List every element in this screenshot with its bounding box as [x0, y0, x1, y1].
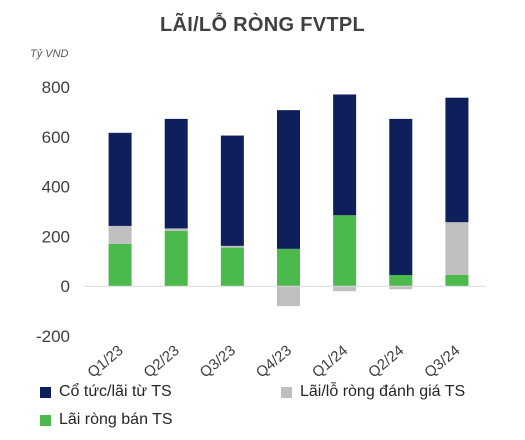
bar-segment	[164, 230, 188, 287]
bar-segment	[333, 94, 357, 216]
bar-segment	[108, 132, 132, 226]
bar-segment	[220, 245, 244, 248]
bar-segment	[445, 97, 469, 223]
legend-label-revaluation: Lãi/lỗ ròng đánh giá TS	[300, 383, 466, 400]
bar-segment	[220, 135, 244, 246]
legend-item-dividends: Cổ tức/lãi từ TS	[40, 383, 172, 401]
bar-segment	[445, 222, 469, 275]
x-tick-label: Q3/24	[421, 342, 463, 380]
bar-segment	[108, 225, 132, 244]
y-tick-label: 0	[61, 277, 70, 296]
bar-segment	[389, 274, 413, 287]
legend-label-sale-gain: Lãi ròng bán TS	[59, 411, 173, 428]
bar-segment	[164, 118, 188, 229]
bar-segment	[277, 248, 300, 287]
chart-title: LÃI/LỖ RÒNG FVTPL	[159, 14, 366, 36]
legend-item-revaluation: Lãi/lỗ ròng đánh giá TS	[281, 383, 465, 401]
y-tick-label: -200	[36, 327, 70, 346]
stacked-bar-chart: -200 0 200 400 600 800 Q1/23 Q2/23 Q3/23 Q4/23 Q1/…	[36, 78, 485, 380]
x-tick-label: Q4/23	[253, 342, 295, 380]
legend-item-sale-gain: Lãi ròng bán TS	[40, 411, 173, 429]
bar-segment	[333, 286, 357, 292]
x-tick-label: Q1/23	[84, 342, 126, 380]
x-tick-label: Q1/24	[309, 342, 351, 380]
bar-segment	[277, 110, 300, 249]
bar-segment	[333, 215, 357, 287]
bar-segment	[164, 228, 188, 231]
legend-swatch-sale-gain	[40, 414, 51, 426]
x-tick-label: Q2/24	[365, 342, 407, 380]
bar-segment	[220, 247, 244, 287]
y-tick-label: 200	[42, 227, 70, 246]
legend-swatch-revaluation	[281, 386, 292, 398]
x-tick-label: Q2/23	[141, 342, 183, 380]
y-tick-label: 800	[42, 78, 70, 97]
legend-swatch-dividends	[40, 386, 51, 398]
bar-segment	[108, 243, 132, 287]
legend-label-dividends: Cổ tức/lãi từ TS	[59, 383, 172, 400]
y-tick-label: 400	[42, 178, 70, 197]
y-axis-unit-label: Tỷ VND	[30, 48, 69, 60]
x-tick-label: Q3/23	[197, 342, 239, 380]
bar-segment	[389, 286, 413, 290]
y-tick-label: 600	[42, 128, 70, 147]
bar-segment	[445, 274, 469, 287]
bar-segment	[389, 118, 413, 275]
bar-segment	[277, 286, 300, 307]
